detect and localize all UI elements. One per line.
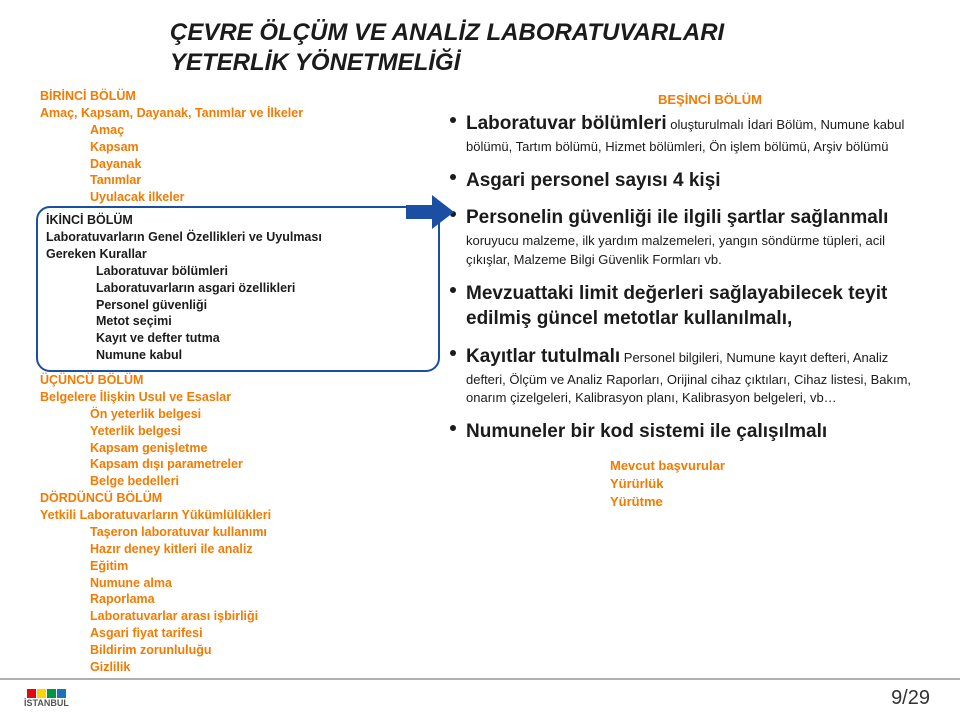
toc-item: Kapsam dışı parametreler: [90, 456, 440, 473]
bullet-text: Asgari personel sayısı 4 kişi: [466, 168, 721, 194]
chapter-5: BEŞİNCİ BÖLÜM: [490, 92, 930, 107]
bullet-icon: [450, 425, 456, 431]
chapter-2-section-1: Laboratuvarların Genel Özellikleri ve Uy…: [46, 229, 430, 246]
highlighted-chapter-box: İKİNCİ BÖLÜM Laboratuvarların Genel Özel…: [36, 206, 440, 372]
expansion-list: Laboratuvar bölümleri oluşturulmalı İdar…: [450, 111, 930, 445]
right-column: BEŞİNCİ BÖLÜM Laboratuvar bölümleri oluş…: [450, 88, 930, 676]
page-number: 9/29: [891, 687, 930, 710]
title-line-1: ÇEVRE ÖLÇÜM VE ANALİZ LABORATUVARLARI: [170, 19, 724, 46]
toc-item: Numune kabul: [96, 347, 430, 364]
chapter-4: DÖRDÜNCÜ BÖLÜM: [40, 490, 440, 507]
chapter-3-section: Belgelere İlişkin Usul ve Esaslar: [40, 389, 440, 406]
toc-item: Taşeron laboratuvar kullanımı: [90, 524, 440, 541]
tail-items: Mevcut başvurular Yürürlük Yürütme: [610, 457, 930, 512]
chapter-3: ÜÇÜNCÜ BÖLÜM: [40, 372, 440, 389]
bullet-text: Personelin güvenliği ile ilgili şartlar …: [466, 205, 930, 268]
bullet-4: Mevzuattaki limit değerleri sağlayabilec…: [450, 281, 930, 332]
tail-item: Mevcut başvurular: [610, 457, 930, 475]
toc-item: Laboratuvar bölümleri: [96, 263, 430, 280]
tail-item: Yürürlük: [610, 475, 930, 493]
footer: İSTANBUL 9/29: [0, 678, 960, 716]
toc-item: Hazır deney kitleri ile analiz: [90, 541, 440, 558]
chapter-1: BİRİNCİ BÖLÜM: [40, 88, 440, 105]
logo-sq-4: [57, 689, 66, 698]
bullet-text: Laboratuvar bölümleri oluşturulmalı İdar…: [466, 111, 930, 156]
bullet-1: Laboratuvar bölümleri oluşturulmalı İdar…: [450, 111, 930, 156]
toc-item: Eğitim: [90, 558, 440, 575]
toc-item: Personel güvenliği: [96, 297, 430, 314]
logo-text: İSTANBUL: [24, 699, 69, 708]
chapter-2: İKİNCİ BÖLÜM: [46, 212, 430, 229]
toc-item: Kapsam: [90, 139, 440, 156]
bullet-icon: [450, 287, 456, 293]
bullet-2: Asgari personel sayısı 4 kişi: [450, 168, 930, 194]
toc-item: Metot seçimi: [96, 313, 430, 330]
toc-item: Kapsam genişletme: [90, 440, 440, 457]
chapter-1-section: Amaç, Kapsam, Dayanak, Tanımlar ve İlkel…: [40, 105, 440, 122]
logo: İSTANBUL: [24, 689, 69, 708]
bullet-text: Mevzuattaki limit değerleri sağlayabilec…: [466, 281, 930, 332]
tail-item: Yürütme: [610, 493, 930, 511]
bullet-icon: [450, 174, 456, 180]
toc-item: Uyulacak ilkeler: [90, 189, 440, 206]
chapter-2-section-2: Gereken Kurallar: [46, 246, 430, 263]
slide: ÇEVRE ÖLÇÜM VE ANALİZ LABORATUVARLARI YE…: [0, 0, 960, 716]
logo-sq-3: [47, 689, 56, 698]
toc-item: Numune alma: [90, 575, 440, 592]
bullet-text: Numuneler bir kod sistemi ile çalışılmal…: [466, 419, 827, 445]
bullet-6: Numuneler bir kod sistemi ile çalışılmal…: [450, 419, 930, 445]
toc-item: Yeterlik belgesi: [90, 423, 440, 440]
toc-item: Asgari fiyat tarifesi: [90, 625, 440, 642]
toc-item: Laboratuvarlar arası işbirliği: [90, 608, 440, 625]
toc-item: Raporlama: [90, 591, 440, 608]
toc-item: Amaç: [90, 122, 440, 139]
logo-sq-2: [37, 689, 46, 698]
content-columns: BİRİNCİ BÖLÜM Amaç, Kapsam, Dayanak, Tan…: [30, 88, 930, 676]
chapter-4-section: Yetkili Laboratuvarların Yükümlülükleri: [40, 507, 440, 524]
bullet-text: Kayıtlar tutulmalı Personel bilgileri, N…: [466, 344, 930, 407]
toc-item: Belge bedelleri: [90, 473, 440, 490]
title-line-2: YETERLİK YÖNETMELİĞİ: [170, 49, 460, 76]
left-column: BİRİNCİ BÖLÜM Amaç, Kapsam, Dayanak, Tan…: [30, 88, 440, 676]
toc-item: Gizlilik: [90, 659, 440, 676]
bullet-icon: [450, 117, 456, 123]
toc-item: Ön yeterlik belgesi: [90, 406, 440, 423]
bullet-5: Kayıtlar tutulmalı Personel bilgileri, N…: [450, 344, 930, 407]
bullet-3: Personelin güvenliği ile ilgili şartlar …: [450, 205, 930, 268]
toc-item: Dayanak: [90, 156, 440, 173]
table-of-contents: BİRİNCİ BÖLÜM Amaç, Kapsam, Dayanak, Tan…: [30, 88, 440, 676]
toc-item: Laboratuvarların asgari özellikleri: [96, 280, 430, 297]
slide-title: ÇEVRE ÖLÇÜM VE ANALİZ LABORATUVARLARI YE…: [170, 18, 930, 78]
toc-item: Tanımlar: [90, 172, 440, 189]
toc-item: Kayıt ve defter tutma: [96, 330, 430, 347]
toc-item: Bildirim zorunluluğu: [90, 642, 440, 659]
logo-sq-1: [27, 689, 36, 698]
logo-squares: [27, 689, 66, 698]
bullet-icon: [450, 350, 456, 356]
